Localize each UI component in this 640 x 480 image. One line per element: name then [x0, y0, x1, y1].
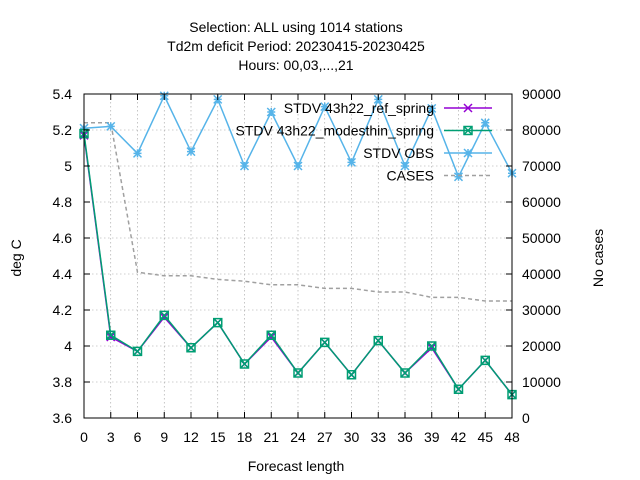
data-point [293, 161, 303, 171]
data-point [293, 368, 303, 378]
series-3 [84, 122, 512, 302]
y-tick-label: 4.4 [53, 266, 73, 282]
x-tick-label: 45 [477, 429, 493, 445]
chart-title: Selection: ALL using 1014 stations Td2m … [167, 19, 425, 73]
y2-axis-label: No cases [590, 229, 606, 287]
data-point [427, 341, 437, 351]
data-point [480, 355, 490, 366]
legend-label: CASES [387, 168, 434, 184]
data-point [266, 107, 276, 117]
y-tick-label: 4.6 [53, 230, 73, 246]
data-point [373, 335, 383, 346]
y-tick-label: 3.6 [53, 410, 73, 426]
y-tick-label: 5 [64, 158, 72, 174]
y2-tick-label: 70000 [522, 158, 561, 174]
x-axis-label: Forecast length [248, 458, 345, 474]
x-tick-label: 33 [370, 429, 386, 445]
x-tick-label: 0 [80, 429, 88, 445]
chart-title-line-1: Selection: ALL using 1014 stations [189, 19, 403, 35]
data-point [346, 157, 357, 167]
data-point [463, 103, 473, 113]
y-axis-label: deg C [8, 239, 24, 276]
x-tick-label: 24 [290, 429, 306, 445]
data-point [159, 310, 169, 321]
chart-title-line-3: Hours: 00,03,...,21 [238, 57, 353, 73]
y-tick-label: 4.2 [53, 302, 73, 318]
data-point [106, 121, 116, 131]
x-tick-label: 42 [451, 429, 467, 445]
y-tick-label: 5.4 [53, 86, 73, 102]
data-point [213, 317, 223, 328]
legend-label: STDV 43h22_ref_spring [284, 100, 434, 116]
data-point [346, 370, 357, 380]
y2-tick-label: 10000 [522, 374, 561, 390]
data-point [463, 148, 473, 158]
x-tick-label: 6 [134, 429, 142, 445]
legend-label: STDV OBS [363, 145, 434, 161]
data-point [239, 161, 250, 171]
y-tick-label: 3.8 [53, 374, 73, 390]
y2-tick-label: 60000 [522, 194, 561, 210]
x-tick-label: 18 [237, 429, 253, 445]
x-tick-label: 15 [210, 429, 226, 445]
data-point [106, 330, 116, 340]
y2-tick-label: 30000 [522, 302, 561, 318]
chart-title-line-2: Td2m deficit Period: 20230415-20230425 [167, 38, 425, 54]
y2-tick-label: 20000 [522, 338, 561, 354]
data-point [400, 368, 410, 378]
y-tick-label: 5.2 [53, 122, 73, 138]
data-point [266, 330, 276, 340]
data-point [320, 102, 330, 112]
x-tick-label: 30 [344, 429, 360, 445]
legend-label: STDV 43h22_modesthin_spring [236, 123, 434, 139]
x-tick-label: 9 [160, 429, 168, 445]
x-tick-label: 27 [317, 429, 333, 445]
data-point [453, 172, 464, 182]
x-tick-label: 39 [424, 429, 440, 445]
series-line [84, 122, 512, 302]
series-1 [79, 128, 517, 400]
y-tick-label: 4.8 [53, 194, 73, 210]
data-point [480, 118, 490, 128]
data-point [427, 103, 437, 113]
legend: STDV 43h22_ref_spring STDV 43h22_modesthi… [236, 100, 492, 184]
data-point [320, 337, 330, 348]
data-point [453, 384, 464, 394]
data-point [186, 147, 196, 157]
y2-tick-label: 50000 [522, 230, 561, 246]
y2-tick-label: 0 [522, 410, 530, 426]
x-tick-label: 12 [183, 429, 199, 445]
y2-tick-label: 80000 [522, 122, 561, 138]
data-point [132, 148, 143, 158]
data-point [239, 359, 250, 369]
data-point [400, 161, 410, 171]
y2-tick-label: 40000 [522, 266, 561, 282]
data-point [463, 125, 473, 136]
data-point [186, 343, 196, 353]
x-tick-label: 48 [504, 429, 520, 445]
x-tick-label: 36 [397, 429, 413, 445]
y-tick-label: 4 [64, 338, 72, 354]
x-tick-label: 21 [263, 429, 279, 445]
x-tick-label: 3 [107, 429, 115, 445]
axis-ticks: 0 3 6 9 12 15 18 21 24 27 30 33 36 39 42 45 483.63.844.2… [53, 86, 562, 445]
y2-tick-label: 90000 [522, 86, 561, 102]
data-point [132, 346, 143, 357]
